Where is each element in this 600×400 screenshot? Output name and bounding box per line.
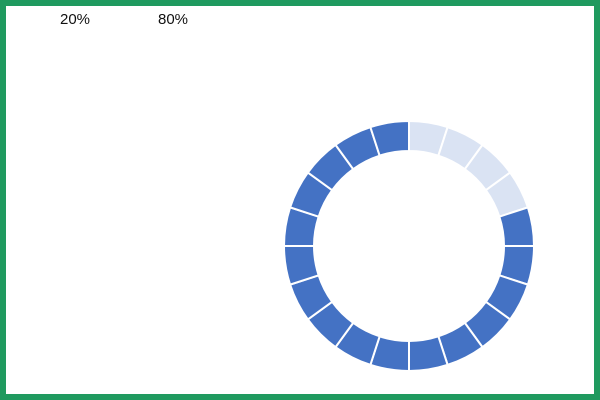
value-label-high: 80% — [158, 11, 189, 28]
donut-segment-filled — [369, 119, 410, 157]
donut-segments — [282, 119, 536, 373]
value-label-low: 20% — [60, 11, 91, 28]
